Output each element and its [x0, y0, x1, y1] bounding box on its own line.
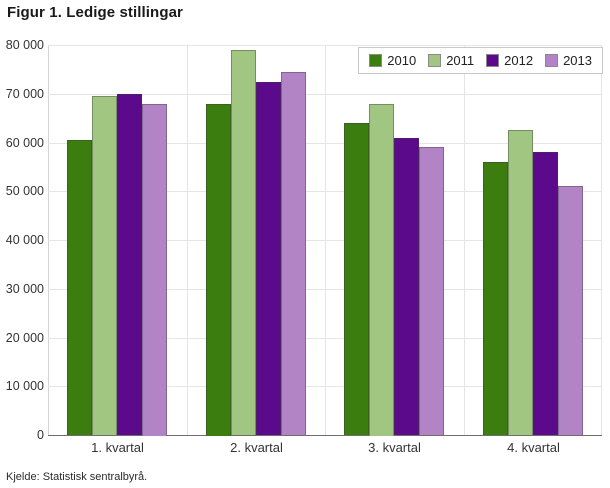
y-tick-label-80000: 80 000 — [5, 38, 44, 52]
bar-2011-q2[interactable] — [231, 50, 256, 435]
y-tick-label-70000: 70 000 — [5, 87, 44, 101]
x-label-q1: 1. kvartal — [91, 440, 144, 455]
legend-label-2011: 2011 — [446, 53, 475, 68]
v-gridline-3 — [464, 45, 465, 435]
legend-item-2013[interactable]: 2013 — [545, 53, 592, 68]
y-tick-label-50000: 50 000 — [5, 184, 44, 198]
legend-item-2011[interactable]: 2011 — [428, 53, 474, 68]
legend-swatch-2011 — [428, 54, 442, 67]
bar-2011-q3[interactable] — [369, 104, 394, 436]
x-axis-line — [48, 435, 602, 436]
v-gridline-1 — [187, 45, 188, 435]
y-tick-label-60000: 60 000 — [5, 136, 44, 150]
bar-2010-q4[interactable] — [483, 162, 508, 435]
legend-label-2012: 2012 — [504, 53, 534, 68]
legend-swatch-2013 — [545, 54, 559, 67]
x-label-q4: 4. kvartal — [507, 440, 560, 455]
bar-2011-q1[interactable] — [92, 96, 117, 435]
bar-2013-q3[interactable] — [419, 147, 444, 435]
y-tick-label-30000: 30 000 — [5, 282, 44, 296]
y-tick-label-40000: 40 000 — [5, 233, 44, 247]
bar-2010-q1[interactable] — [67, 140, 92, 435]
plot-area — [48, 45, 602, 436]
bar-2012-q3[interactable] — [394, 138, 419, 435]
x-label-q3: 3. kvartal — [368, 440, 421, 455]
bar-2012-q2[interactable] — [256, 82, 281, 435]
bar-2013-q1[interactable] — [142, 104, 167, 436]
v-gridline-2 — [325, 45, 326, 435]
legend: 2010 2011 2012 2013 — [358, 47, 603, 74]
bar-2012-q4[interactable] — [533, 152, 558, 435]
bar-2010-q2[interactable] — [206, 104, 231, 436]
legend-swatch-2010 — [369, 54, 383, 67]
bar-2013-q2[interactable] — [281, 72, 306, 435]
y-tick-label-20000: 20 000 — [5, 331, 44, 345]
legend-label-2010: 2010 — [387, 53, 417, 68]
chart-title: Figur 1. Ledige stillingar — [7, 4, 183, 21]
y-tick-label-10000: 10 000 — [5, 379, 44, 393]
legend-item-2010[interactable]: 2010 — [369, 53, 416, 68]
bar-2010-q3[interactable] — [344, 123, 369, 435]
source-caption: Kjelde: Statistisk sentralbyrå. — [6, 471, 148, 483]
legend-label-2013: 2013 — [563, 53, 592, 68]
legend-swatch-2012 — [486, 54, 500, 67]
bar-2013-q4[interactable] — [558, 186, 583, 435]
legend-item-2012[interactable]: 2012 — [486, 53, 533, 68]
bar-2012-q1[interactable] — [117, 94, 142, 435]
bar-2011-q4[interactable] — [508, 130, 533, 435]
x-label-q2: 2. kvartal — [230, 440, 283, 455]
y-tick-label-0: 0 — [37, 428, 44, 442]
